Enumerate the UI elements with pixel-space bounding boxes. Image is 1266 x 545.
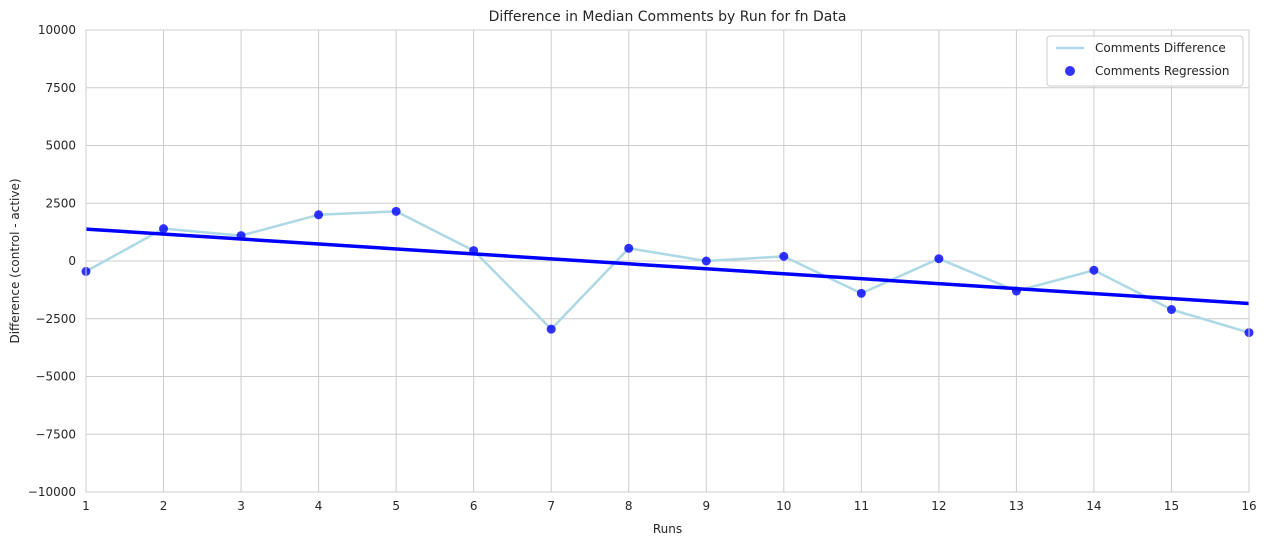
- regression-scatter-point: [1089, 265, 1099, 275]
- x-tick-label: 16: [1241, 499, 1256, 513]
- x-tick-label: 10: [776, 499, 791, 513]
- y-tick-label: 2500: [45, 196, 76, 210]
- x-tick-label: 12: [931, 499, 946, 513]
- x-tick-label: 5: [392, 499, 400, 513]
- x-tick-label: 11: [854, 499, 869, 513]
- y-axis-label: Difference (control - active): [8, 178, 22, 343]
- x-tick-label: 2: [160, 499, 168, 513]
- y-tick-label: 7500: [45, 81, 76, 95]
- x-tick-label: 15: [1164, 499, 1179, 513]
- x-axis-label: Runs: [653, 522, 682, 536]
- series-layer: [81, 206, 1254, 338]
- y-tick-label: −2500: [35, 312, 76, 326]
- regression-scatter-point: [779, 251, 789, 261]
- regression-scatter-point: [159, 224, 169, 234]
- regression-scatter-point: [624, 243, 634, 253]
- legend-box: [1046, 35, 1244, 87]
- y-tick-label: −5000: [35, 370, 76, 384]
- regression-scatter-point: [314, 210, 324, 220]
- regression-scatter-point: [391, 206, 401, 216]
- y-tick-label: −10000: [28, 485, 76, 499]
- x-tick-label: 14: [1086, 499, 1101, 513]
- x-tick-label: 4: [315, 499, 323, 513]
- legend-label-difference: Comments Difference: [1095, 41, 1226, 55]
- difference-series-line: [85, 210, 1250, 334]
- y-tick-label: 10000: [38, 23, 76, 37]
- legend-label-regression: Comments Regression: [1095, 64, 1230, 78]
- x-tick-label: 6: [470, 499, 478, 513]
- y-tick-label: −7500: [35, 427, 76, 441]
- chart-title: Difference in Median Comments by Run for…: [489, 9, 847, 25]
- x-tick-label: 9: [702, 499, 710, 513]
- grid: [85, 29, 1250, 493]
- legend-scatter-swatch: [1065, 66, 1075, 76]
- plot-frame: [85, 29, 1250, 493]
- ticks: 1 2 3 4 5 6 7 8 9 10 11 12 13 14 15 16−10000−7500−5000−…: [28, 23, 1257, 513]
- regression-scatter-point: [934, 254, 944, 264]
- regression-fit-line: [85, 227, 1250, 306]
- regression-scatter-point: [701, 256, 711, 266]
- legend: Comments Difference Comments Regression: [1046, 35, 1244, 87]
- x-tick-label: 1: [82, 499, 90, 513]
- regression-scatter-point: [1166, 305, 1176, 315]
- x-tick-label: 13: [1009, 499, 1024, 513]
- x-tick-label: 8: [625, 499, 633, 513]
- y-tick-label: 5000: [45, 139, 76, 153]
- regression-scatter-point: [546, 324, 556, 334]
- x-tick-label: 3: [237, 499, 245, 513]
- x-tick-label: 7: [547, 499, 555, 513]
- regression-scatter-point: [856, 288, 866, 298]
- y-tick-label: 0: [68, 254, 76, 268]
